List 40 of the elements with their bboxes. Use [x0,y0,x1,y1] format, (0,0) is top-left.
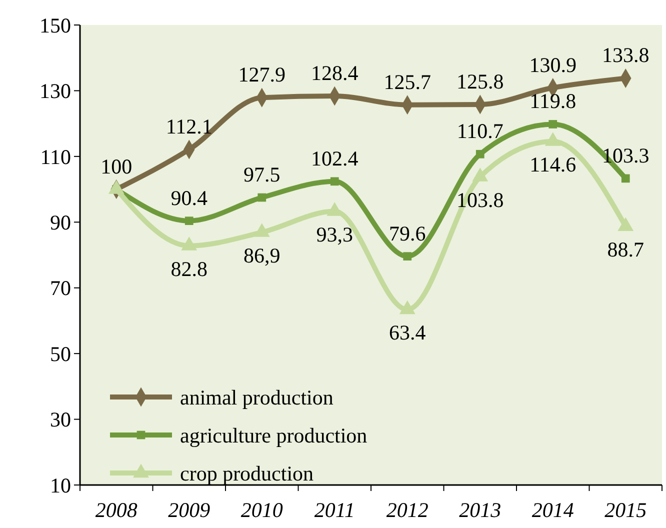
x-tick-label: 2009 [168,498,211,522]
y-tick-label: 150 [40,13,71,38]
data-label: 119.8 [530,89,576,114]
data-label: 97.5 [244,162,280,186]
x-tick-label: 2014 [532,498,574,522]
data-label: 88.7 [607,237,644,262]
y-tick-label: 30 [50,408,71,432]
y-tick-label: 50 [50,342,71,366]
data-label: 128.4 [311,60,359,85]
x-tick-label: 2013 [459,498,502,522]
data-label: 63.4 [389,320,426,345]
data-label: 93,3 [316,222,353,246]
data-label: 102.4 [311,146,359,170]
y-tick-label: 90 [50,210,71,234]
x-tick-label: 2008 [95,498,138,522]
x-tick-label: 2012 [386,498,429,522]
x-tick-label: 2010 [240,498,284,522]
data-label: 86,9 [244,243,280,268]
data-label: 110.7 [456,119,504,144]
data-label: 82.8 [170,256,208,281]
data-label: 125.8 [456,70,504,94]
legend-label: crop production [180,461,314,486]
y-tick-label: 70 [50,276,71,300]
y-tick-label: 10 [50,473,71,498]
data-label: 130.9 [529,52,576,77]
data-label: 133.8 [602,43,650,68]
data-label: 127.9 [238,62,286,87]
data-label: 112.1 [166,114,212,139]
legend-label: agriculture production [180,423,368,448]
data-label: 90.4 [170,186,208,210]
legend-label: animal production [180,385,334,410]
y-tick-label: 130 [40,79,71,104]
data-label: 125.7 [384,70,431,94]
data-label: 100 [100,154,132,178]
x-tick-label: 2011 [314,498,355,522]
data-label: 103.8 [456,188,504,212]
data-label: 114.6 [530,152,576,176]
data-label: 79.6 [389,221,426,246]
y-tick-label: 110 [40,144,71,169]
x-tick-label: 2015 [604,498,647,522]
